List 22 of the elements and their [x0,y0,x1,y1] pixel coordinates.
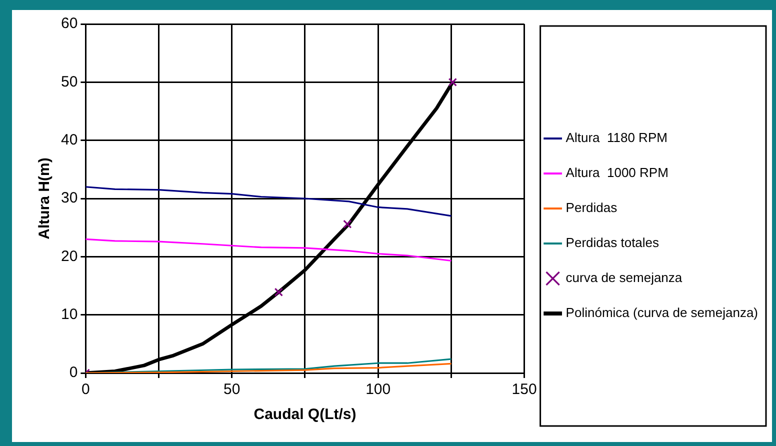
x-tick-label: 100 [366,381,391,398]
y-axis-title: Altura H(m) [36,158,54,240]
y-tick-label: 20 [60,248,78,265]
point [274,288,284,296]
x-tick-label: 0 [82,381,90,398]
point [343,220,352,228]
legend-label: Perdidas totales [566,235,660,250]
y-tick-label: 0 [69,364,78,382]
y-tick-label: 40 [60,131,78,148]
x-tick-label: 150 [512,381,537,398]
y-tick-label: 60 [60,15,78,32]
y-tick-label: 30 [60,190,78,207]
x-axis-title: Caudal Q(Lt/s) [254,406,356,424]
point [448,78,457,86]
legend-label: curva de semejanza [566,270,683,286]
legend-label: Polinómica (curva de semejanza) [566,305,758,320]
legend-label: Perdidas [566,200,618,216]
x-tick-label: 50 [224,381,240,398]
legend-label: Altura 1000 RPM [566,165,668,180]
y-tick-label: 10 [60,306,78,323]
legend-label: Altura 1180 RPM [566,130,668,146]
y-tick-label: 50 [60,73,78,90]
